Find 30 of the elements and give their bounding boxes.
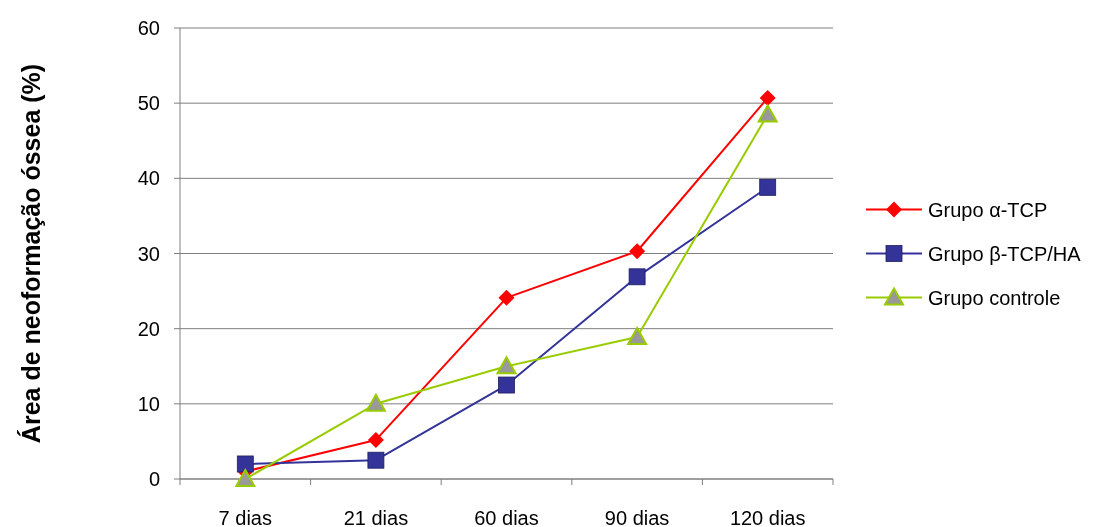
x-tick-label: 60 dias xyxy=(474,507,539,527)
point xyxy=(367,451,385,469)
point xyxy=(628,268,646,286)
x-tick-label: 120 dias xyxy=(729,507,806,527)
point xyxy=(627,326,648,345)
y-tick-label: 40 xyxy=(137,167,160,190)
point xyxy=(235,469,256,487)
point xyxy=(759,89,776,106)
x-tick-label: 90 dias xyxy=(604,507,670,527)
point xyxy=(629,243,646,260)
point xyxy=(498,289,515,306)
point xyxy=(367,431,384,448)
point xyxy=(496,356,517,375)
x-tick-label: 21 dias xyxy=(343,507,409,527)
y-tick-label: 20 xyxy=(137,317,160,340)
point xyxy=(498,376,515,394)
legend-label: Grupo β-TCP/HA xyxy=(928,242,1082,265)
y-tick-label: 50 xyxy=(137,92,160,115)
legend-label: Grupo α-TCP xyxy=(928,198,1048,221)
y-axis-title: Área de neoformação óssea (%) xyxy=(17,63,45,444)
point xyxy=(757,104,778,123)
y-tick-label: 30 xyxy=(137,242,160,265)
point xyxy=(365,393,386,412)
y-tick-label: 0 xyxy=(148,468,160,490)
y-tick-label: 10 xyxy=(137,392,160,415)
legend-label: Grupo controle xyxy=(928,286,1061,309)
point xyxy=(759,178,777,196)
point xyxy=(236,455,254,473)
x-tick-label: 7 dias xyxy=(218,507,272,527)
y-tick-label: 60 xyxy=(137,17,160,39)
